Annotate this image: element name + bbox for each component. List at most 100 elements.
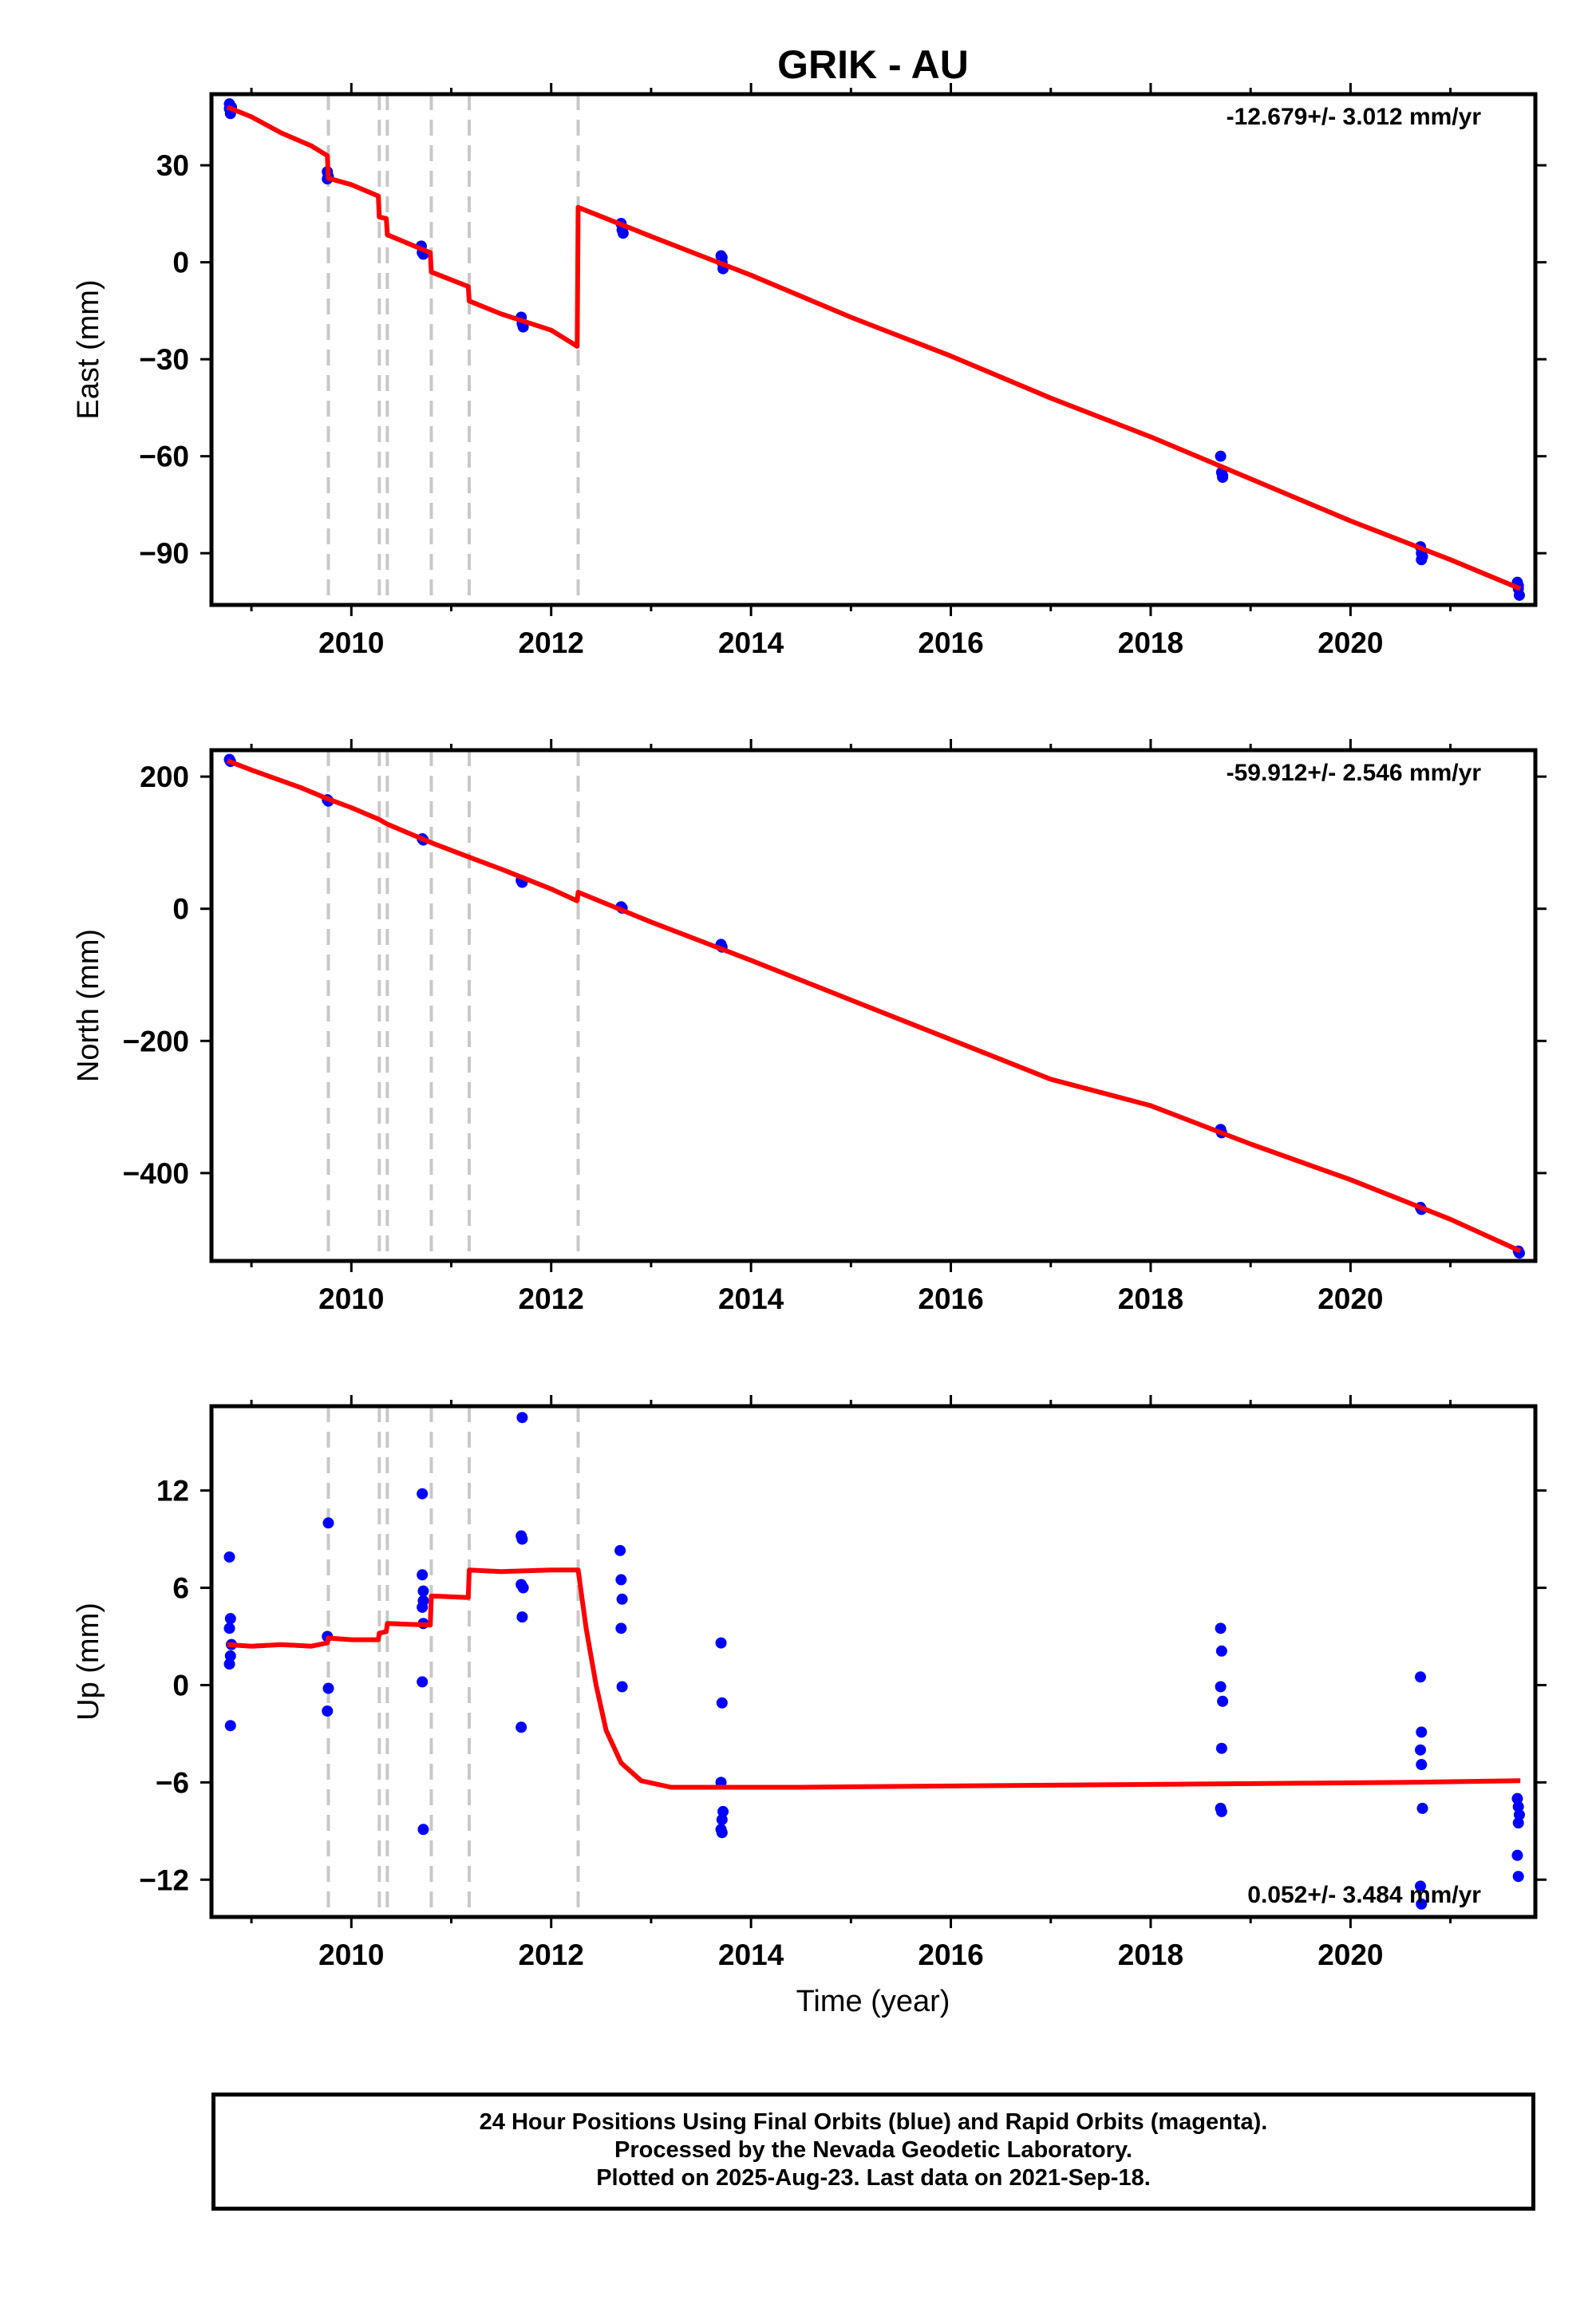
- footer-box: 24 Hour Positions Using Final Orbits (bl…: [211, 2093, 1535, 2211]
- up-data-point-26: [614, 1544, 626, 1556]
- east-xtick-label: 2018: [1118, 626, 1183, 659]
- up-ytick-label: −12: [139, 1863, 189, 1896]
- footer-line-2: Processed by the Nevada Geodetic Laborat…: [614, 2137, 1132, 2163]
- up-xtick-label: 2016: [918, 1939, 983, 1971]
- up-data-point-46: [1416, 1726, 1428, 1738]
- up-data-point-17: [417, 1676, 429, 1688]
- east-model-line: [226, 105, 1522, 591]
- up-model-line: [227, 1567, 1521, 1790]
- up-data-point-1: [224, 1613, 236, 1625]
- up-data-point-6: [224, 1720, 236, 1732]
- east-data-point-20: [1215, 450, 1227, 462]
- up-data-point-52: [1511, 1792, 1523, 1804]
- north-xtick-label: 2014: [718, 1282, 784, 1315]
- up-data-point-34: [717, 1805, 729, 1817]
- east-xtick-label: 2014: [718, 626, 784, 659]
- east-ytick-label: −30: [139, 343, 189, 376]
- up-data-point-2: [223, 1622, 235, 1634]
- up-data-point-39: [1215, 1645, 1227, 1657]
- east-xtick-label: 2016: [918, 626, 983, 659]
- up-data-point-23: [517, 1582, 529, 1594]
- east-data-point-23: [1217, 472, 1229, 483]
- up-data-point-55: [1512, 1817, 1524, 1829]
- up-data-point-53: [1512, 1800, 1524, 1812]
- north-rate-label: -59.912+/- 2.546 mm/yr: [1227, 760, 1482, 786]
- up-frame: [209, 1404, 1538, 1919]
- north-model-line: [226, 758, 1522, 1254]
- east-panel: 2010 2012 2014 2016 2018 2020 −90 −60 −30 0 30 East…: [72, 83, 1547, 659]
- east-data-point-19: [716, 251, 728, 263]
- up-data-point-27: [615, 1574, 627, 1586]
- east-ytick-label: 30: [156, 149, 189, 182]
- up-xtick-label: 2010: [318, 1939, 384, 1971]
- up-data-point-44: [1215, 1805, 1227, 1817]
- north-xtick-label: 2016: [918, 1282, 983, 1315]
- up-data-point-31: [715, 1637, 727, 1649]
- up-data-point-35: [716, 1814, 728, 1826]
- up-data-point-12: [417, 1569, 429, 1581]
- chart-title: GRIK - AU: [777, 42, 969, 87]
- footer-line-1: 24 Hour Positions Using Final Orbits (bl…: [479, 2109, 1268, 2135]
- east-xtick-label: 2012: [519, 626, 584, 659]
- east-xtick-label: 2020: [1317, 626, 1383, 659]
- up-data-point-42: [1215, 1742, 1227, 1754]
- up-data-point-49: [1416, 1802, 1428, 1814]
- up-ytick-label: 6: [172, 1572, 189, 1605]
- up-data-point-38: [1215, 1622, 1227, 1634]
- east-ytick-label: −60: [139, 441, 189, 473]
- up-xtick-label: 2020: [1317, 1939, 1383, 1971]
- up-data-point-32: [716, 1697, 728, 1709]
- east-data-point-27: [1416, 554, 1428, 566]
- up-xtick-label: 2012: [519, 1939, 584, 1971]
- up-data-point-40: [1215, 1681, 1227, 1693]
- east-ytick-label: 0: [172, 247, 189, 279]
- up-data-point-11: [417, 1488, 429, 1500]
- north-panel: 2010 2012 2014 2016 2018 2020 −400 −200 0 200 Nort…: [72, 739, 1547, 1315]
- east-y-axis-label: East (mm): [72, 279, 105, 419]
- north-y-axis-label: North (mm): [72, 929, 105, 1082]
- up-data-point-0: [223, 1551, 235, 1563]
- north-xtick-label: 2020: [1317, 1282, 1383, 1315]
- up-data-point-9: [322, 1682, 334, 1694]
- north-xtick-label: 2012: [519, 1282, 584, 1315]
- up-data-point-21: [516, 1533, 528, 1545]
- up-data-point-30: [616, 1681, 628, 1693]
- up-data-point-28: [616, 1593, 628, 1605]
- east-ytick-label: −90: [139, 537, 189, 570]
- east-points: [223, 98, 1525, 601]
- up-data-point-25: [516, 1721, 527, 1733]
- north-xtick-label: 2018: [1118, 1282, 1183, 1315]
- north-ytick-label: 200: [140, 761, 189, 793]
- up-data-point-5: [223, 1658, 235, 1670]
- up-xtick-label: 2014: [718, 1939, 784, 1971]
- up-ytick-label: 12: [156, 1475, 189, 1508]
- up-data-point-47: [1415, 1744, 1427, 1756]
- up-data-point-50: [1415, 1880, 1427, 1892]
- north-ytick-label: −200: [123, 1025, 189, 1057]
- up-data-point-51: [1416, 1898, 1428, 1910]
- up-ytick-label: 0: [172, 1669, 189, 1701]
- up-ytick-label: −6: [156, 1766, 189, 1799]
- north-frame: [209, 748, 1538, 1263]
- up-data-point-24: [516, 1611, 528, 1623]
- x-axis-label: Time (year): [796, 1985, 950, 2018]
- up-data-point-7: [322, 1517, 334, 1529]
- north-ytick-label: −400: [123, 1157, 189, 1190]
- north-ytick-label: 0: [172, 893, 189, 926]
- north-xtick-label: 2010: [318, 1282, 384, 1315]
- up-data-point-56: [1511, 1849, 1523, 1861]
- east-data-point-30: [1513, 589, 1525, 601]
- up-data-point-4: [224, 1650, 236, 1662]
- east-data-point-15: [617, 227, 629, 239]
- east-xtick-label: 2010: [318, 626, 384, 659]
- up-data-point-18: [417, 1824, 429, 1836]
- up-y-axis-label: Up (mm): [72, 1603, 105, 1721]
- up-data-point-54: [1513, 1809, 1525, 1820]
- up-points: [223, 1412, 1525, 1910]
- panels: 2010 2012 2014 2016 2018 2020−90−60−30030East…: [72, 83, 1547, 1971]
- east-rate-label: -12.679+/- 3.012 mm/yr: [1227, 104, 1482, 130]
- up-xtick-label: 2018: [1118, 1939, 1183, 1971]
- up-rate-label: 0.052+/- 3.484 mm/yr: [1247, 1882, 1481, 1908]
- north-points: [223, 753, 1525, 1259]
